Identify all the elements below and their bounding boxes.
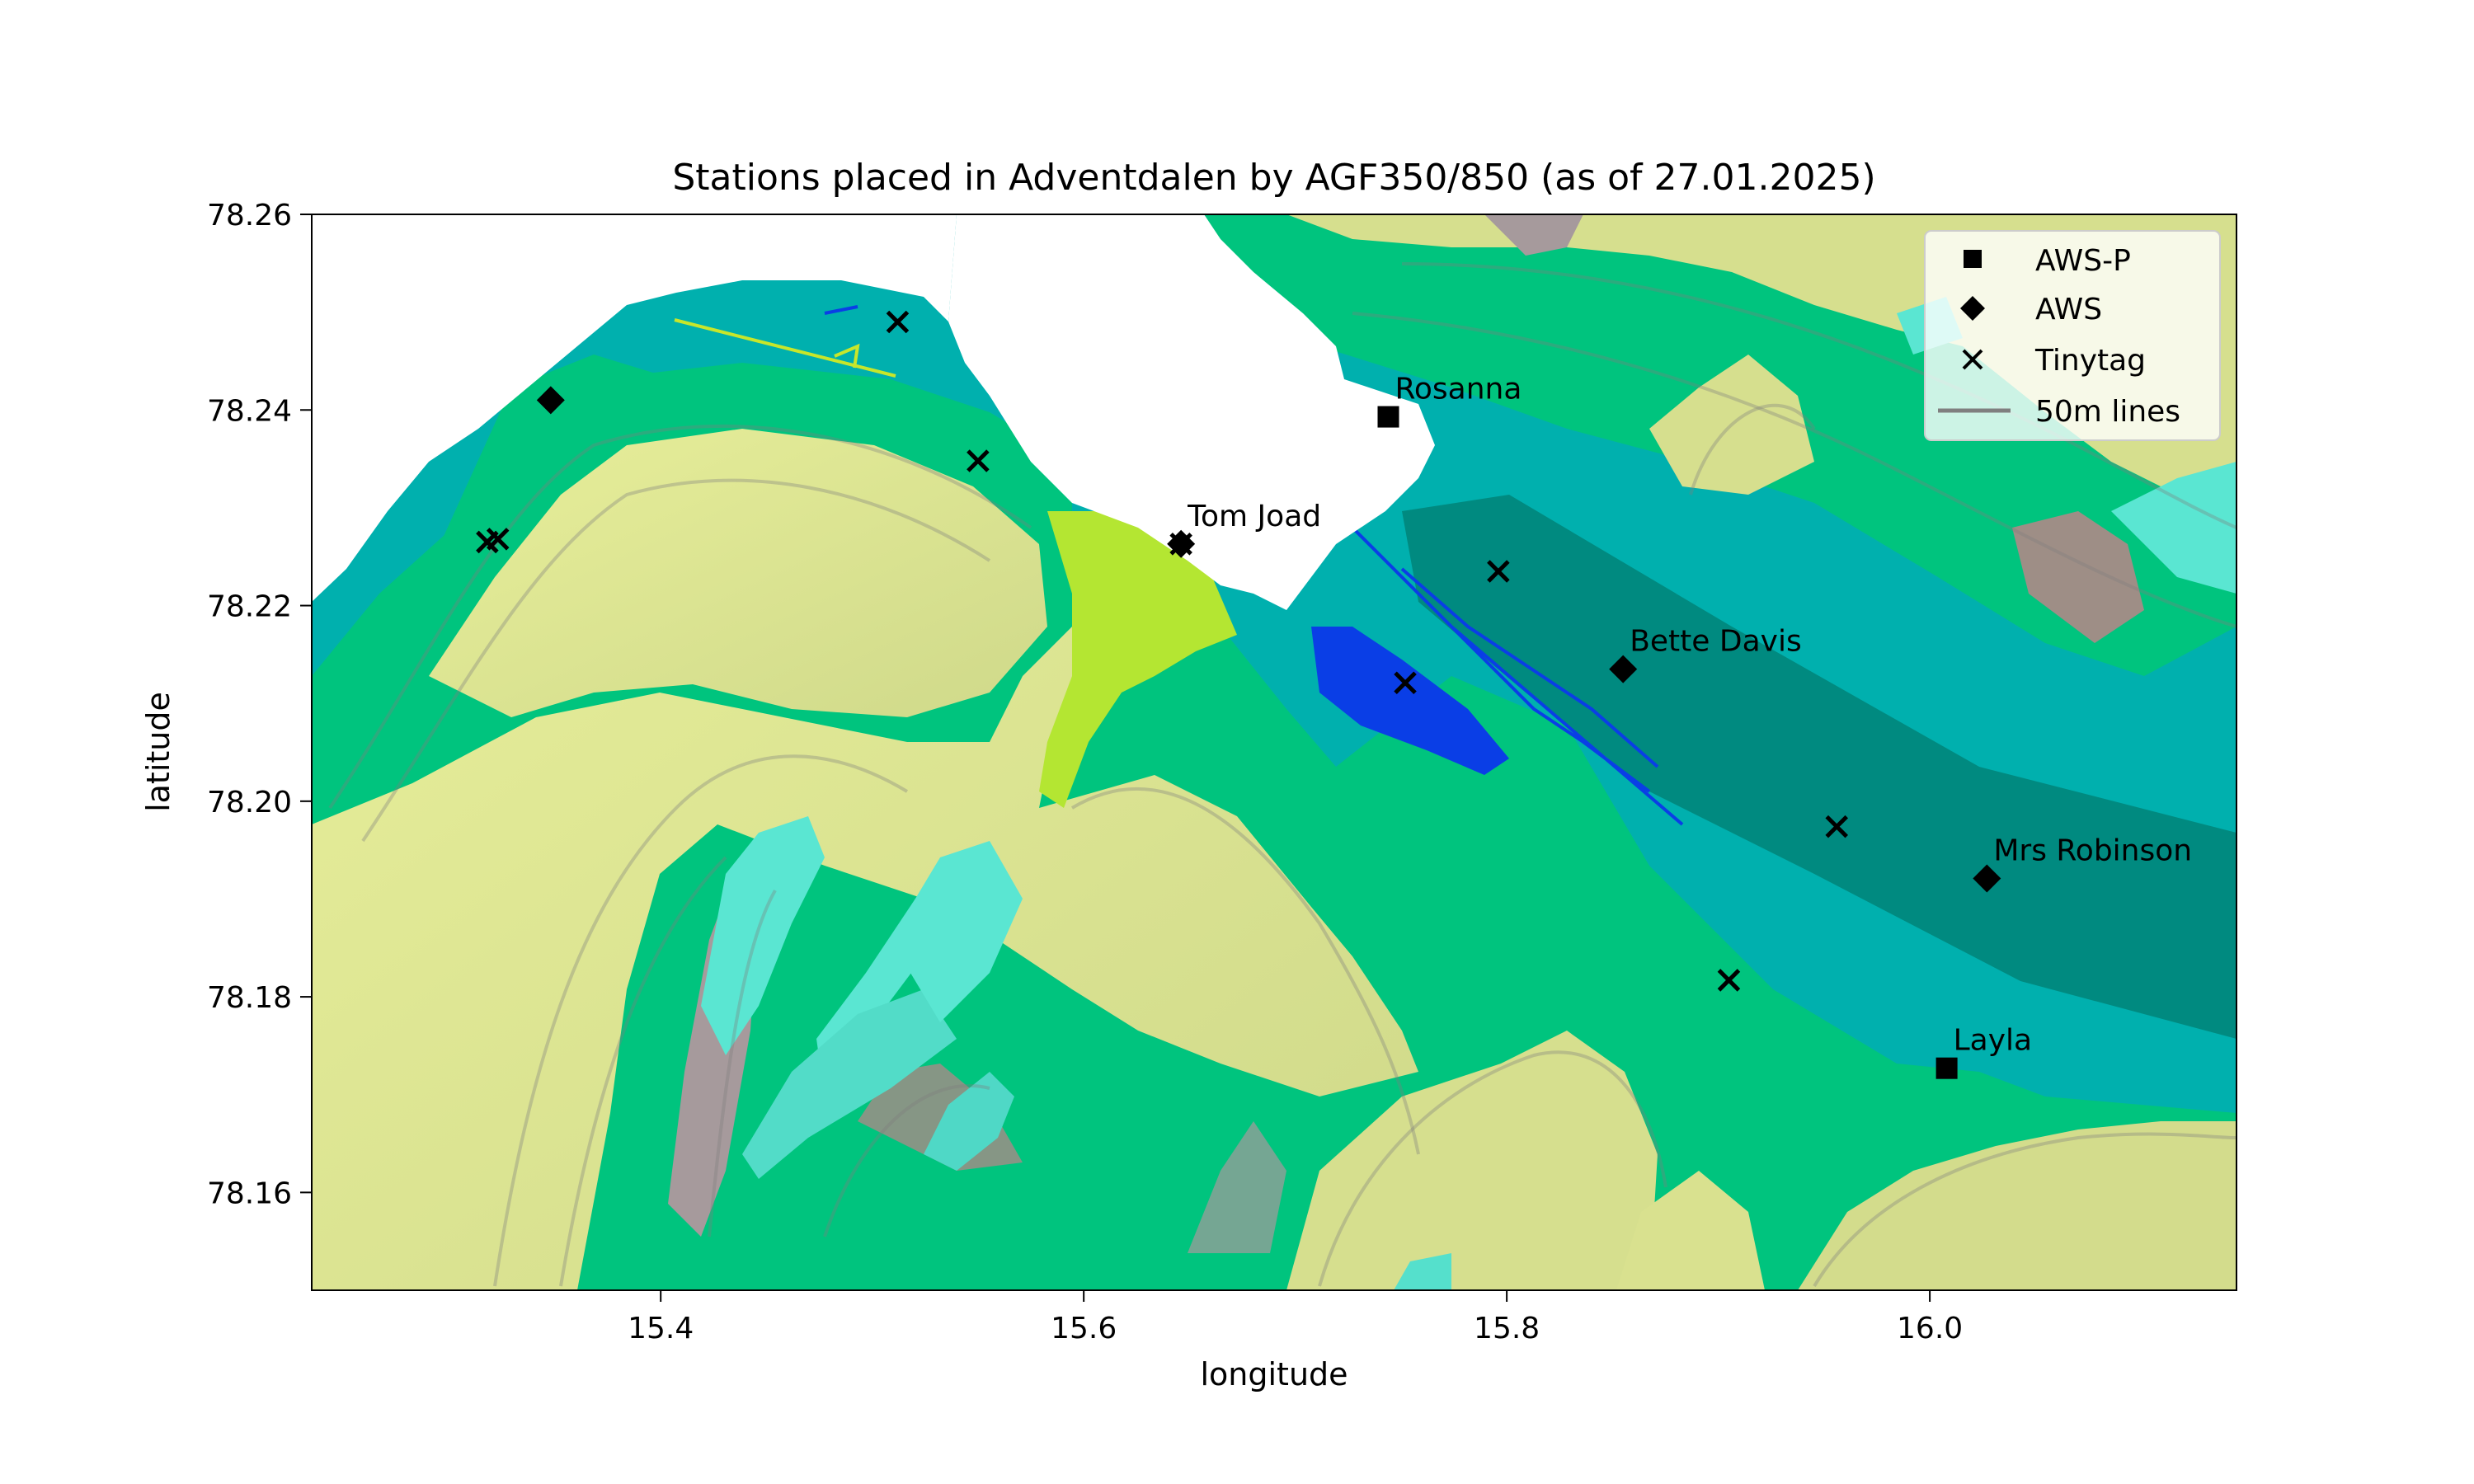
x-axis: 15.4 15.6 15.8 16.0 [628, 1290, 1963, 1345]
y-tick-label: 78.18 [207, 981, 292, 1015]
legend-marker-tinytag [1962, 349, 1983, 370]
legend-label-aws: AWS [2035, 293, 2102, 326]
x-tick-label: 15.4 [628, 1312, 694, 1345]
peak-southeast [1188, 1121, 1286, 1253]
station-label: Layla [1954, 1024, 2032, 1058]
plot-area-frame [311, 214, 2237, 1291]
river-northwest [824, 305, 858, 315]
glacier-5 [924, 1072, 1014, 1171]
y-tick-label: 78.24 [207, 394, 292, 428]
aws-p-marker [1935, 1057, 1958, 1079]
x-tick-label: 15.6 [1051, 1312, 1117, 1345]
aws-marker [536, 386, 565, 415]
glacier-4 [891, 841, 1023, 1022]
sea [948, 214, 1435, 610]
glacier-1 [701, 816, 825, 1055]
tinytag-marker [1169, 533, 1192, 556]
chart-title: Stations placed in Adventdalen by AGF350… [672, 157, 1875, 199]
y-axis: 78.16 78.18 78.20 78.22 78.24 78.26 [207, 199, 312, 1210]
legend-marker-aws-p [1964, 250, 1982, 268]
tinytag-marker [1487, 560, 1510, 583]
glacier-6 [1394, 1253, 1451, 1290]
x-tick-label: 15.8 [1474, 1312, 1540, 1345]
legend-label-50m-lines: 50m lines [2035, 395, 2180, 429]
sea-northwest [312, 214, 957, 602]
hills-south-east-peak [1616, 1171, 1765, 1290]
peak-northeast-2 [2012, 511, 2144, 643]
station-label: Bette Davis [1630, 625, 1802, 659]
tinytag-marker [1717, 969, 1741, 992]
station-label: Tom Joad [1187, 500, 1321, 533]
legend-marker-aws [1960, 296, 1985, 321]
station-label: Mrs Robinson [1993, 834, 2192, 868]
contour-lines [328, 262, 2236, 1288]
hills-south-central [1286, 1031, 1658, 1290]
legend-label-tinytag: Tinytag [2034, 344, 2146, 378]
airport-area [1039, 511, 1237, 808]
y-tick-label: 78.20 [207, 786, 292, 819]
tinytag-marker [886, 310, 910, 334]
y-tick-label: 78.16 [207, 1176, 292, 1210]
tinytag-marker [1825, 815, 1849, 838]
tinytag-marker [1394, 671, 1417, 695]
legend: AWS-P AWS Tinytag 50m lines [1924, 230, 2221, 441]
river-channels [1351, 526, 1684, 826]
tinytag-marker [486, 528, 510, 551]
glacier-3 [742, 989, 957, 1179]
aws-marker [1973, 864, 2001, 893]
station-label: Rosanna [1395, 373, 1522, 406]
lagoon [1311, 627, 1509, 775]
aws-marker [1609, 655, 1638, 683]
tinytag-marker [967, 449, 990, 472]
hills-southeast [1798, 1121, 2236, 1290]
terrain-map [312, 214, 2236, 1290]
legend-box [1924, 230, 2221, 441]
x-tick-label: 16.0 [1897, 1312, 1963, 1345]
x-axis-label: longitude [1200, 1356, 1348, 1392]
aws-p-marker [1377, 406, 1399, 428]
legend-label-aws-p: AWS-P [2035, 244, 2131, 278]
y-tick-label: 78.26 [207, 199, 292, 232]
valley-floor [1402, 495, 2236, 1039]
glacier-northeast [2111, 462, 2236, 594]
station-markers: Rosanna Layla Tom Joad Bette Davis Mrs Robin… [476, 310, 2192, 1079]
y-tick-label: 78.22 [207, 590, 292, 624]
hills-northeast-2 [1649, 355, 1814, 495]
runway [674, 318, 896, 378]
peak-northeast [1484, 214, 1583, 256]
plateau-northwest [429, 429, 1047, 717]
y-axis-label: latitude [140, 692, 176, 812]
